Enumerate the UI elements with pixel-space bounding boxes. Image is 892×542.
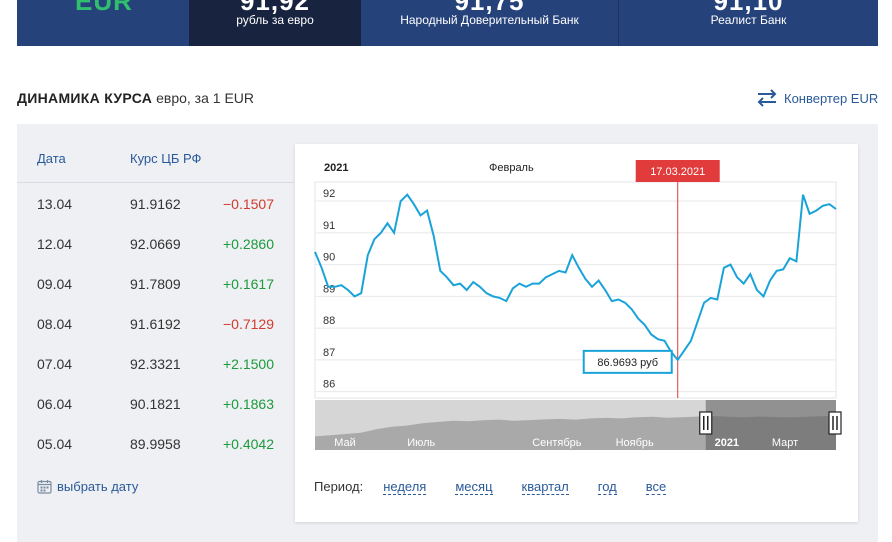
currency-code: EUR (75, 0, 133, 16)
rate-line (314, 193, 837, 362)
navigator-label: Июль (407, 437, 435, 449)
period-selector: Период: неделя месяц квартал год все (314, 479, 695, 495)
navigator-right-handle[interactable] (828, 411, 842, 435)
rate-row-date: 09.04 (37, 276, 73, 292)
rate-row: 12.04 92.0669 +0.2860 (17, 224, 294, 264)
navigator-label: Март (772, 437, 798, 449)
y-tick-label: 90 (323, 252, 335, 264)
rates-table-header: Дата Курс ЦБ РФ (17, 124, 294, 183)
rate-row-date: 08.04 (37, 316, 73, 332)
swap-arrows-icon (757, 89, 777, 107)
pick-date-link[interactable]: выбрать дату (37, 479, 138, 494)
bank2-rate-value: 91,10 (713, 0, 784, 16)
rate-row-change: +0.1617 (223, 276, 274, 292)
rate-row-change: −0.7129 (223, 316, 274, 332)
rate-row-value: 92.0669 (130, 236, 181, 252)
rate-chart-card: 86 87 88 89 90 91 92 2021 Февраль 17.03.2021 86.96… (295, 144, 858, 522)
period-year[interactable]: год (597, 479, 617, 495)
banner-bank1-cell[interactable]: 91,75 Народный Доверительный Банк (361, 0, 619, 46)
rate-row: 05.04 89.9958 +0.4042 (17, 424, 294, 464)
rate-row-date: 05.04 (37, 436, 73, 452)
rate-row: 13.04 91.9162 −0.1507 (17, 184, 294, 224)
bank1-name[interactable]: Народный Доверительный Банк (400, 13, 579, 27)
rate-row-change: −0.1507 (223, 196, 274, 212)
banner-cbr-rate-cell: 91,92 рубль за евро (189, 0, 361, 46)
navigator-label: Ноябрь (616, 437, 654, 449)
tooltip-value: 86.9693 руб (597, 357, 658, 369)
navigator-left-handle[interactable] (699, 411, 713, 435)
column-date: Дата (37, 151, 66, 166)
y-tick-label: 92 (323, 188, 335, 200)
dynamics-panel: Дата Курс ЦБ РФ 13.04 91.9162 −0.1507 12.04… (17, 124, 878, 542)
y-tick-label: 86 (323, 379, 335, 391)
section-heading: ДИНАМИКА КУРСА евро, за 1 EUR (17, 90, 254, 106)
rate-row-change: +2.1500 (223, 356, 274, 372)
rate-row-value: 92.3321 (130, 356, 181, 372)
rate-row-value: 91.9162 (130, 196, 181, 212)
navigator-label: Сентябрь (532, 437, 582, 449)
period-quarter[interactable]: квартал (521, 479, 569, 495)
period-week[interactable]: неделя (383, 479, 427, 495)
period-month[interactable]: месяц (455, 479, 493, 495)
year-label: 2021 (324, 162, 348, 174)
rate-row-date: 12.04 (37, 236, 73, 252)
rate-row: 06.04 90.1821 +0.1863 (17, 384, 294, 424)
calendar-icon (37, 480, 52, 494)
rate-row-date: 06.04 (37, 396, 73, 412)
period-label: Период: (314, 479, 364, 494)
rate-row-value: 90.1821 (130, 396, 181, 412)
pick-date-label[interactable]: выбрать дату (57, 479, 139, 494)
cbr-rate-value: 91,92 (239, 0, 311, 16)
rate-row-change: +0.2860 (223, 236, 274, 252)
rate-row-change: +0.1863 (223, 396, 274, 412)
y-tick-label: 91 (323, 220, 335, 232)
rate-row-value: 89.9958 (130, 436, 181, 452)
navigator-label: 2021 (715, 437, 739, 449)
banner-bank2-cell[interactable]: 91,10 Реалист Банк (619, 0, 878, 46)
navigator-label: Май (334, 437, 356, 449)
y-tick-label: 89 (323, 283, 335, 295)
date-marker-label: 17.03.2021 (650, 166, 705, 178)
bank2-name[interactable]: Реалист Банк (710, 13, 787, 27)
converter-label[interactable]: Конвертер EUR (784, 90, 879, 106)
cbr-rate-caption: рубль за евро (236, 13, 314, 27)
y-tick-label: 88 (323, 315, 335, 327)
column-cbr-rate: Курс ЦБ РФ (130, 151, 202, 166)
rate-row-date: 13.04 (37, 196, 73, 212)
month-label: Февраль (489, 162, 534, 174)
rates-banner: EUR 91,92 рубль за евро 91,75 Народный Д… (17, 0, 878, 46)
rate-chart[interactable]: 86 87 88 89 90 91 92 2021 Февраль 17.03.2021 86.96… (295, 144, 858, 462)
rate-row-change: +0.4042 (223, 436, 274, 452)
rate-row-value: 91.6192 (130, 316, 181, 332)
rate-row: 07.04 92.3321 +2.1500 (17, 344, 294, 384)
rate-row-value: 91.7809 (130, 276, 181, 292)
navigator-selection[interactable] (705, 400, 836, 450)
period-all[interactable]: все (645, 479, 667, 495)
y-tick-label: 87 (323, 347, 335, 359)
bank1-rate-value: 91,75 (454, 0, 525, 16)
tooltip-box (582, 349, 673, 374)
section-title: ДИНАМИКА КУРСА (17, 90, 153, 106)
rate-row: 08.04 91.6192 −0.7129 (17, 304, 294, 344)
converter-link[interactable]: Конвертер EUR (756, 88, 878, 108)
rate-row: 09.04 91.7809 +0.1617 (17, 264, 294, 304)
section-subtitle: евро, за 1 EUR (156, 90, 254, 106)
plot-area (314, 181, 837, 399)
date-marker-flag (635, 160, 720, 182)
rate-row-date: 07.04 (37, 356, 73, 372)
banner-currency-cell: EUR (17, 0, 189, 46)
